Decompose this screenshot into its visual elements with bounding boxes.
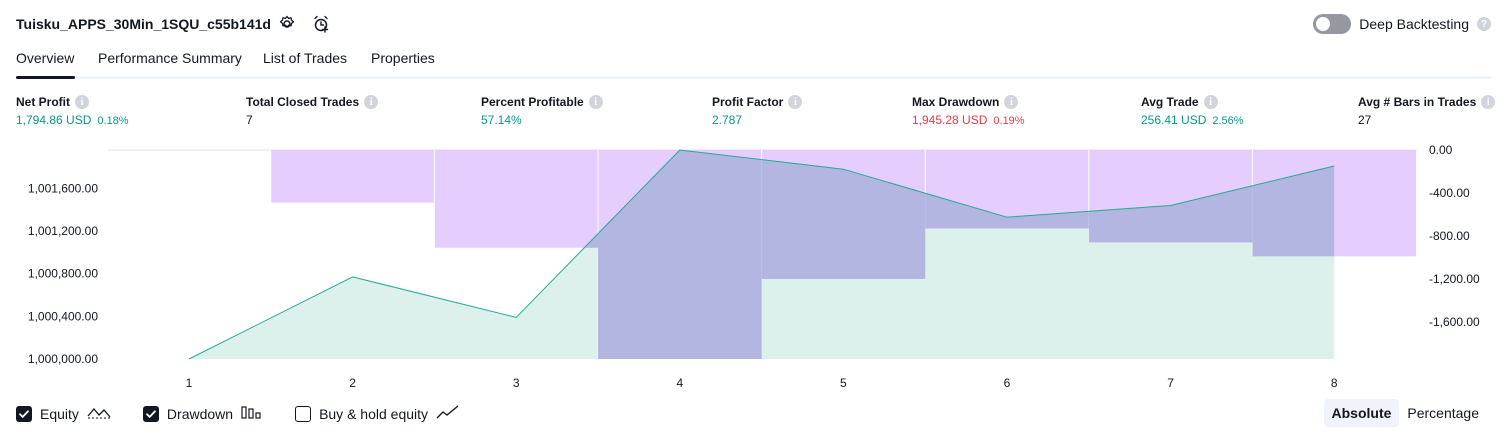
metric-value: 2.787: [712, 113, 743, 127]
checkbox-unchecked-icon[interactable]: [295, 405, 312, 422]
x-tick-label: 3: [513, 376, 520, 390]
x-tick-label: 1: [186, 376, 193, 390]
info-icon[interactable]: i: [1203, 95, 1218, 109]
chart-legend: Equity Drawdown Buy & hold equity: [16, 404, 492, 423]
info-icon[interactable]: i: [588, 95, 603, 109]
y-right-tick-label: -800.00: [1429, 229, 1470, 243]
y-right-tick-label: -1,200.00: [1429, 272, 1480, 286]
metric-label: Total Closed Trades: [246, 95, 360, 109]
metric-value: 1,794.86 USD: [16, 113, 92, 127]
metric-percent: 0.19%: [993, 115, 1025, 127]
drawdown-bars-icon: [241, 404, 263, 423]
info-icon[interactable]: i: [75, 95, 89, 109]
metric-percent: 0.18%: [97, 115, 129, 127]
checkbox-checked-icon[interactable]: [142, 405, 159, 422]
x-tick-label: 6: [1004, 376, 1011, 390]
legend-label: Drawdown: [166, 405, 234, 422]
buy-hold-line-icon: [436, 404, 460, 423]
y-right-tick-label: -400.00: [1429, 186, 1470, 200]
metric-value: 27: [1358, 113, 1372, 127]
report-tabs: Overview Performance Summary List of Tra…: [16, 46, 1491, 79]
metric-label: Avg # Bars in Trades: [1358, 95, 1477, 109]
info-icon[interactable]: i: [1481, 95, 1496, 109]
active-tab-indicator: [16, 76, 75, 79]
metric-profit-factor: Profit Factor i 2.787: [712, 94, 803, 127]
drawdown-bar: [270, 150, 435, 203]
mode-switch: Absolute Percentage: [1323, 399, 1488, 427]
percentage-button[interactable]: Percentage: [1407, 405, 1479, 421]
tab-properties[interactable]: Properties: [371, 50, 435, 66]
y-left-tick-label: 1,000,400.00: [28, 309, 98, 323]
metric-avg-trade: Avg Trade i 256.41 USD 2.56%: [1141, 94, 1244, 127]
x-tick-label: 8: [1331, 376, 1338, 390]
tab-overview[interactable]: Overview: [16, 50, 75, 66]
settings-gear-icon[interactable]: [275, 12, 299, 36]
tab-performance-summary[interactable]: Performance Summary: [98, 50, 242, 66]
metric-max-drawdown: Max Drawdown i 1,945.28 USD 0.19%: [912, 94, 1025, 127]
info-icon[interactable]: i: [364, 95, 379, 109]
drawdown-bar: [434, 150, 598, 248]
x-tick-label: 7: [1167, 376, 1174, 390]
equity-line-icon: [87, 404, 111, 423]
metric-avg-bars-in-trades: Avg # Bars in Trades i 27: [1358, 94, 1496, 127]
y-left-tick-label: 1,000,000.00: [28, 352, 98, 366]
help-icon[interactable]: ?: [1477, 17, 1491, 31]
absolute-button[interactable]: Absolute: [1323, 399, 1400, 427]
metric-value: 57.14%: [481, 113, 522, 127]
legend-label: Buy & hold equity: [319, 405, 429, 422]
legend-drawdown[interactable]: Drawdown: [142, 404, 263, 423]
checkbox-checked-icon[interactable]: [16, 405, 32, 422]
metric-value: 1,945.28 USD: [912, 113, 988, 127]
report-header: Tuisku_APPS_30Min_1SQU_c55b141d Deep Bac…: [16, 8, 1491, 40]
x-tick-label: 5: [840, 376, 847, 390]
metric-label: Avg Trade: [1141, 95, 1199, 109]
metric-total-closed-trades: Total Closed Trades i 7: [246, 94, 379, 127]
info-icon[interactable]: i: [1004, 95, 1019, 109]
metric-label: Max Drawdown: [912, 95, 1000, 109]
y-right-tick-label: -1,600.00: [1429, 315, 1480, 329]
metric-label: Net Profit: [16, 95, 70, 109]
x-tick-label: 2: [349, 376, 356, 390]
tab-list-of-trades[interactable]: List of Trades: [263, 50, 348, 66]
metric-net-profit: Net Profit i 1,794.86 USD 0.18%: [16, 94, 129, 127]
y-right-tick-label: 0.00: [1429, 143, 1453, 157]
y-left-tick-label: 1,001,200.00: [28, 224, 98, 238]
strategy-title: Tuisku_APPS_30Min_1SQU_c55b141d: [16, 16, 271, 32]
metric-value: 256.41 USD: [1141, 113, 1207, 127]
deep-backtesting-control: Deep Backtesting ?: [1313, 14, 1491, 34]
legend-buy-hold-equity[interactable]: Buy & hold equity: [295, 404, 460, 423]
info-icon[interactable]: i: [788, 95, 803, 109]
equity-drawdown-chart: 1,000,000.00 1,000,400.00 1,000,800.00 1,00…: [28, 143, 1480, 390]
deep-backtesting-toggle[interactable]: [1313, 14, 1352, 34]
y-left-tick-label: 1,001,600.00: [28, 181, 98, 195]
x-tick-label: 4: [676, 376, 683, 390]
metric-label: Profit Factor: [712, 95, 784, 109]
metric-label: Percent Profitable: [481, 95, 584, 109]
alarm-add-icon[interactable]: [309, 12, 333, 36]
metric-value: 7: [246, 113, 253, 127]
y-left-tick-label: 1,000,800.00: [28, 267, 98, 281]
metric-percent: 2.56%: [1212, 115, 1244, 127]
deep-backtesting-label: Deep Backtesting: [1359, 16, 1469, 32]
legend-equity[interactable]: Equity: [16, 404, 111, 423]
equity-line: [188, 149, 1335, 360]
legend-label: Equity: [40, 405, 79, 422]
metric-percent-profitable: Percent Profitable i 57.14%: [481, 94, 603, 127]
